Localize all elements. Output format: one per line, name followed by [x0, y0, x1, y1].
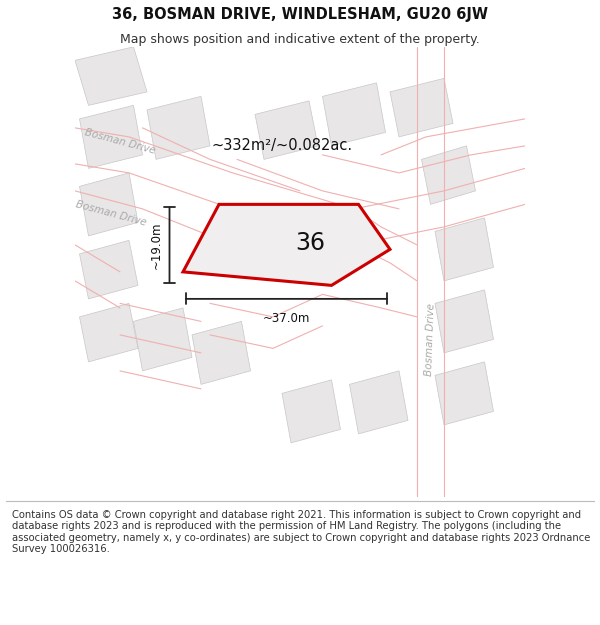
Text: Bosman Drive: Bosman Drive — [74, 199, 148, 228]
Text: Contains OS data © Crown copyright and database right 2021. This information is : Contains OS data © Crown copyright and d… — [12, 509, 590, 554]
Text: ~37.0m: ~37.0m — [263, 312, 310, 326]
Polygon shape — [79, 173, 138, 236]
Text: ~332m²/~0.082ac.: ~332m²/~0.082ac. — [211, 138, 353, 153]
Polygon shape — [133, 308, 192, 371]
Polygon shape — [147, 96, 210, 159]
Polygon shape — [435, 290, 493, 353]
Polygon shape — [79, 106, 143, 168]
Text: 36: 36 — [295, 231, 325, 255]
Text: 36, BOSMAN DRIVE, WINDLESHAM, GU20 6JW: 36, BOSMAN DRIVE, WINDLESHAM, GU20 6JW — [112, 7, 488, 22]
Text: Bosman Drive: Bosman Drive — [83, 127, 157, 156]
Text: Bosman Drive: Bosman Drive — [424, 302, 437, 376]
Polygon shape — [390, 78, 453, 137]
Polygon shape — [282, 380, 341, 443]
Polygon shape — [79, 303, 138, 362]
Polygon shape — [435, 218, 493, 281]
Polygon shape — [255, 101, 318, 159]
Polygon shape — [192, 321, 251, 384]
Polygon shape — [183, 204, 390, 286]
Polygon shape — [323, 83, 386, 146]
Polygon shape — [421, 146, 476, 204]
Polygon shape — [435, 362, 493, 425]
Polygon shape — [75, 47, 147, 106]
Text: ~19.0m: ~19.0m — [150, 221, 163, 269]
Text: Map shows position and indicative extent of the property.: Map shows position and indicative extent… — [120, 32, 480, 46]
Polygon shape — [349, 371, 408, 434]
Polygon shape — [79, 241, 138, 299]
